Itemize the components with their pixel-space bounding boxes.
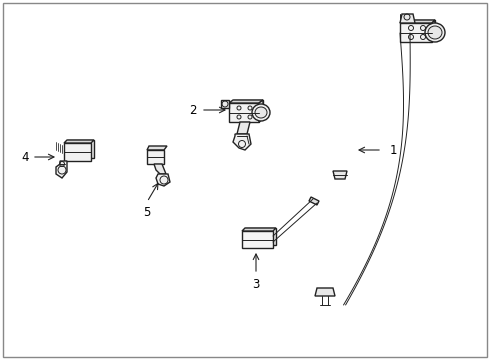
Polygon shape (56, 161, 67, 178)
Polygon shape (400, 20, 435, 23)
Polygon shape (403, 20, 435, 39)
Polygon shape (242, 228, 276, 231)
Polygon shape (400, 23, 432, 42)
Polygon shape (64, 140, 94, 143)
Polygon shape (432, 20, 435, 42)
Polygon shape (67, 140, 94, 158)
Ellipse shape (255, 107, 267, 118)
Polygon shape (154, 164, 166, 174)
Ellipse shape (425, 23, 445, 42)
Polygon shape (147, 146, 167, 150)
Polygon shape (400, 14, 415, 23)
Polygon shape (245, 228, 276, 245)
Text: 3: 3 (252, 278, 260, 291)
Polygon shape (221, 100, 229, 108)
Polygon shape (233, 134, 251, 150)
Polygon shape (147, 150, 164, 164)
Polygon shape (309, 197, 319, 205)
Text: 4: 4 (22, 150, 29, 163)
Polygon shape (315, 288, 335, 296)
Ellipse shape (428, 26, 442, 39)
Text: 5: 5 (143, 206, 151, 219)
Polygon shape (229, 100, 263, 103)
Polygon shape (333, 171, 347, 179)
Polygon shape (229, 103, 259, 122)
Polygon shape (242, 231, 273, 248)
Text: 2: 2 (190, 104, 197, 117)
Polygon shape (64, 143, 91, 161)
Polygon shape (237, 122, 250, 134)
Ellipse shape (252, 104, 270, 121)
Text: 1: 1 (390, 144, 397, 157)
Polygon shape (259, 100, 263, 122)
Polygon shape (233, 100, 263, 119)
Polygon shape (156, 174, 170, 186)
